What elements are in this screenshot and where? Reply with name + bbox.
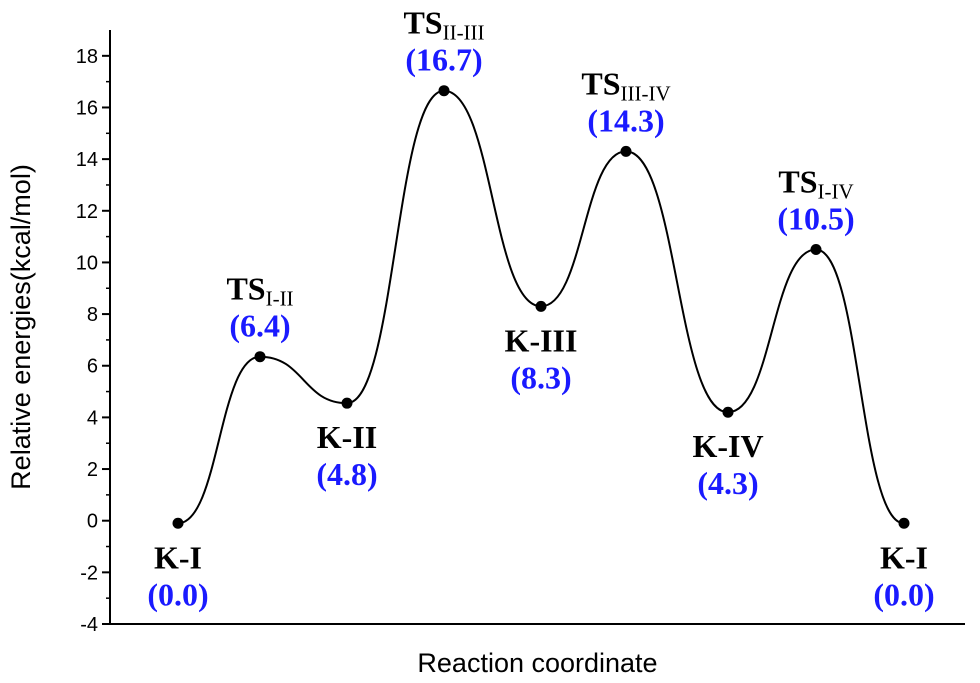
y-tick-label: 4 bbox=[87, 407, 98, 429]
y-tick-label: 16 bbox=[76, 97, 98, 119]
point-value-label: (10.5) bbox=[777, 201, 854, 237]
point-value-label: (4.3) bbox=[697, 465, 758, 501]
point-name-label: TSI-IV bbox=[778, 164, 853, 204]
y-axis-title: Relative energies(kcal/mol) bbox=[6, 164, 36, 490]
energy-curve bbox=[177, 89, 905, 525]
y-tick-label: 18 bbox=[76, 46, 98, 68]
data-point bbox=[898, 517, 910, 529]
data-point bbox=[341, 397, 353, 409]
y-tick-label: -2 bbox=[80, 562, 98, 584]
point-markers bbox=[172, 85, 910, 529]
point-value-label: (4.8) bbox=[316, 456, 377, 492]
point-name-label: K-III bbox=[505, 322, 578, 358]
data-point bbox=[438, 85, 450, 97]
y-ticks: -4 -2 0 2 4 6 8 10 12 14 16 18 bbox=[76, 46, 110, 636]
point-value-label: (8.3) bbox=[510, 359, 571, 395]
point-name-label: K-II bbox=[317, 419, 377, 455]
data-point bbox=[172, 517, 184, 529]
y-tick-label: 0 bbox=[87, 511, 98, 533]
point-name-label: TSII-III bbox=[403, 5, 484, 45]
point-value-label: (6.4) bbox=[229, 308, 290, 344]
point-labels: K-I(0.0)TSI-II(6.4)K-II(4.8)TSII-III(16.… bbox=[147, 5, 934, 613]
data-point bbox=[535, 300, 547, 312]
data-point bbox=[722, 406, 734, 418]
data-point bbox=[254, 351, 266, 363]
y-tick-label: 10 bbox=[76, 252, 98, 274]
data-point bbox=[810, 244, 822, 256]
point-value-label: (16.7) bbox=[405, 42, 482, 78]
y-tick-label: 8 bbox=[87, 304, 98, 326]
y-tick-label: 14 bbox=[76, 149, 98, 171]
point-name-label: K-I bbox=[154, 539, 202, 575]
x-axis-title: Reaction coordinate bbox=[417, 648, 657, 678]
y-tick-label: 6 bbox=[87, 356, 98, 378]
point-value-label: (0.0) bbox=[147, 576, 208, 612]
axes bbox=[109, 30, 965, 625]
point-name-label: TSI-II bbox=[226, 271, 293, 311]
y-tick-label: 12 bbox=[76, 201, 98, 223]
y-tick-label: 2 bbox=[87, 459, 98, 481]
point-value-label: (0.0) bbox=[873, 576, 934, 612]
point-name-label: TSIII-IV bbox=[581, 65, 670, 105]
data-point bbox=[620, 145, 632, 157]
point-name-label: K-I bbox=[880, 539, 928, 575]
point-value-label: (14.3) bbox=[587, 102, 664, 138]
y-tick-label: -4 bbox=[80, 614, 98, 636]
point-name-label: K-IV bbox=[692, 428, 763, 464]
